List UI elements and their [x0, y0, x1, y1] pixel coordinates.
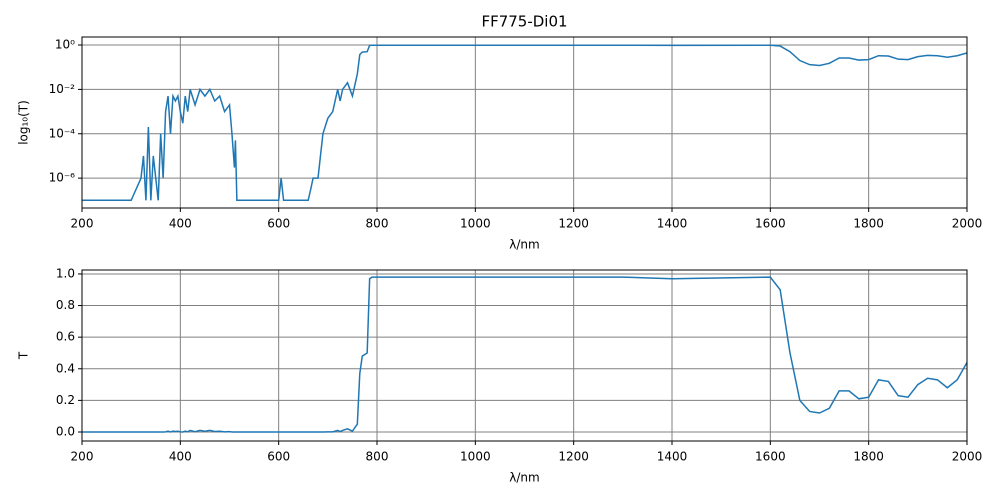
y-tick-label: 0.2: [56, 393, 75, 407]
y-tick-label: 0.6: [56, 330, 75, 344]
x-tick-label: 1800: [853, 217, 884, 231]
x-tick-label: 200: [71, 217, 94, 231]
x-tick-label: 1600: [755, 450, 786, 464]
y-tick-label: 0.8: [56, 298, 75, 312]
y-tick-label: 1.0: [56, 266, 75, 280]
x-tick-label: 600: [267, 450, 290, 464]
x-tick-label: 800: [366, 450, 389, 464]
data-line: [82, 44, 967, 202]
y-tick-label: 10⁰: [55, 38, 75, 52]
x-tick-label: 1200: [558, 217, 589, 231]
x-tick-label: 1600: [755, 217, 786, 231]
y-tick-label: 10⁻⁶: [49, 171, 76, 185]
x-tick-label: 2000: [952, 217, 983, 231]
chart-title: FF775-Di01: [481, 13, 567, 31]
x-tick-label: 600: [267, 217, 290, 231]
plot-frame: [81, 36, 968, 209]
x-tick-label: 400: [169, 450, 192, 464]
x-tick-label: 800: [366, 217, 389, 231]
x-tick-label: 1800: [853, 450, 884, 464]
x-tick-label: 1000: [460, 450, 491, 464]
y-tick-label: 10⁻²: [49, 82, 76, 96]
plot-frame: [81, 269, 968, 442]
y-axis-label: log₁₀(T): [17, 100, 31, 145]
x-tick-label: 1400: [657, 217, 688, 231]
y-tick-label: 0.0: [56, 424, 75, 438]
data-line: [82, 276, 967, 433]
x-tick-label: 400: [169, 217, 192, 231]
x-tick-label: 2000: [952, 450, 983, 464]
y-tick-label: 0.4: [56, 361, 75, 375]
x-tick-label: 1000: [460, 217, 491, 231]
x-axis-label: λ/nm: [509, 238, 539, 252]
x-tick-label: 1200: [558, 450, 589, 464]
x-axis-label: λ/nm: [509, 471, 539, 485]
x-tick-label: 1400: [657, 450, 688, 464]
y-tick-label: 10⁻⁴: [49, 126, 76, 140]
x-tick-label: 200: [71, 450, 94, 464]
y-axis-label: T: [17, 351, 31, 360]
